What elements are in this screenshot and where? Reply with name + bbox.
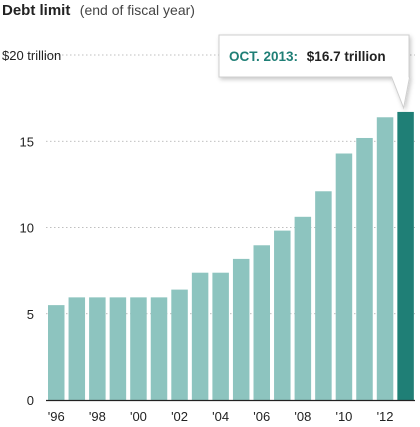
bar-1999 bbox=[109, 297, 127, 400]
bar-2006 bbox=[253, 245, 270, 400]
bar-2013 bbox=[397, 111, 414, 401]
bar-2001 bbox=[150, 297, 168, 400]
x-tick-label: '02 bbox=[171, 409, 188, 424]
bar-1997 bbox=[68, 297, 86, 400]
annotation-callout: OCT. 2013: $16.7 trillion bbox=[218, 34, 411, 110]
x-tick-label: '00 bbox=[130, 409, 147, 424]
bar-2003 bbox=[191, 272, 209, 400]
x-tick-label: '04 bbox=[212, 409, 229, 424]
annotation-text: OCT. 2013: $16.7 trillion bbox=[229, 49, 386, 64]
annotation-value: $16.7 trillion bbox=[307, 49, 386, 64]
y-axis-ticks: 0 5 10 15 $20 trillion bbox=[2, 48, 61, 408]
annotation-prefix: OCT. 2013: bbox=[229, 49, 298, 64]
x-tick-label: '12 bbox=[377, 409, 394, 424]
bar-2011 bbox=[356, 137, 373, 400]
bar-2005 bbox=[232, 258, 250, 400]
bar-2009 bbox=[315, 191, 332, 400]
x-tick-label: '96 bbox=[48, 409, 65, 424]
bar-2004 bbox=[212, 272, 229, 400]
x-tick-label: '98 bbox=[89, 409, 106, 424]
bar-2000 bbox=[130, 297, 147, 400]
bar-1998 bbox=[89, 297, 106, 400]
bar-2008 bbox=[294, 216, 312, 400]
bars bbox=[48, 111, 414, 401]
x-tick-label: '08 bbox=[294, 409, 311, 424]
bar-2010 bbox=[335, 153, 353, 400]
bar-2007 bbox=[274, 230, 291, 400]
y-tick-label: 15 bbox=[20, 134, 34, 149]
bar-1996 bbox=[48, 305, 65, 400]
y-tick-label: 10 bbox=[20, 221, 34, 236]
x-tick-label: '06 bbox=[253, 409, 270, 424]
y-tick-label: 0 bbox=[27, 393, 34, 408]
x-tick-label: '10 bbox=[335, 409, 352, 424]
annotation-box bbox=[218, 34, 411, 110]
y-tick-label: 5 bbox=[27, 307, 34, 322]
x-axis-ticks: '96 '98 '00 '02 '04 '06 '08 '10 '12 bbox=[48, 409, 394, 424]
bar-2012 bbox=[376, 117, 394, 401]
y-tick-label: $20 trillion bbox=[2, 48, 61, 63]
chart-title: Debt limit (end of fiscal year) bbox=[2, 2, 195, 19]
chart-title-main: Debt limit bbox=[2, 2, 70, 19]
bar-2002 bbox=[171, 289, 188, 400]
chart-subtitle: (end of fiscal year) bbox=[80, 2, 195, 18]
